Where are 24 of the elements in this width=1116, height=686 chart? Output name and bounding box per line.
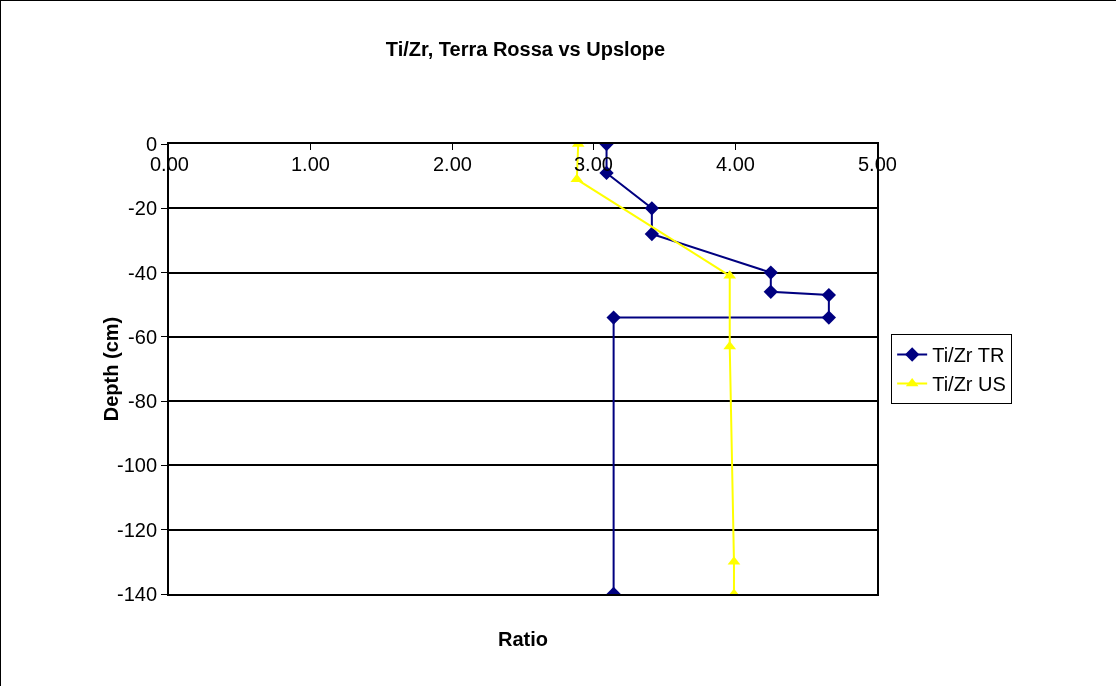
legend-label: Ti/Zr US <box>932 373 1006 396</box>
y-tick-label: -140 <box>116 583 157 605</box>
y-tick-label: 0 <box>145 133 157 155</box>
y-axis-title: Depth (cm) <box>100 316 122 422</box>
point <box>644 226 660 242</box>
y-tick-label: -100 <box>116 454 157 477</box>
x-tick-label: 2.00 <box>433 153 472 175</box>
chart-title: Ti/Zr, Terra Rossa vs Upslope <box>385 38 666 61</box>
legend-label: Ti/Zr TR <box>932 344 1005 367</box>
y-tick-label: -40 <box>128 261 157 284</box>
point <box>606 310 621 325</box>
x-tick-label: 4.00 <box>716 153 755 175</box>
point <box>570 173 584 183</box>
y-tick-label: -80 <box>128 390 157 413</box>
y-tick-label: -20 <box>128 197 157 220</box>
point <box>821 287 837 303</box>
point <box>763 265 778 280</box>
x-axis-title: Ratio <box>498 628 548 650</box>
y-tick-label: -60 <box>128 325 157 348</box>
y-tick-label: -120 <box>116 518 157 541</box>
point <box>763 284 778 300</box>
point <box>644 201 660 216</box>
x-tick-label: 1.00 <box>291 153 330 175</box>
point <box>821 310 837 325</box>
